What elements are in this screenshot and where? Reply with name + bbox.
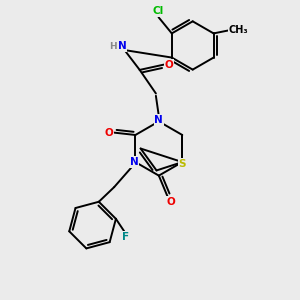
Text: N: N: [130, 157, 138, 167]
Text: O: O: [165, 60, 173, 70]
Text: S: S: [178, 158, 186, 169]
Text: O: O: [104, 128, 113, 138]
Text: H: H: [110, 42, 117, 51]
Text: Cl: Cl: [152, 6, 164, 16]
Text: N: N: [118, 41, 126, 51]
Text: N: N: [154, 115, 163, 125]
Text: O: O: [166, 197, 175, 207]
Text: CH₃: CH₃: [229, 25, 248, 35]
Text: F: F: [122, 232, 129, 242]
